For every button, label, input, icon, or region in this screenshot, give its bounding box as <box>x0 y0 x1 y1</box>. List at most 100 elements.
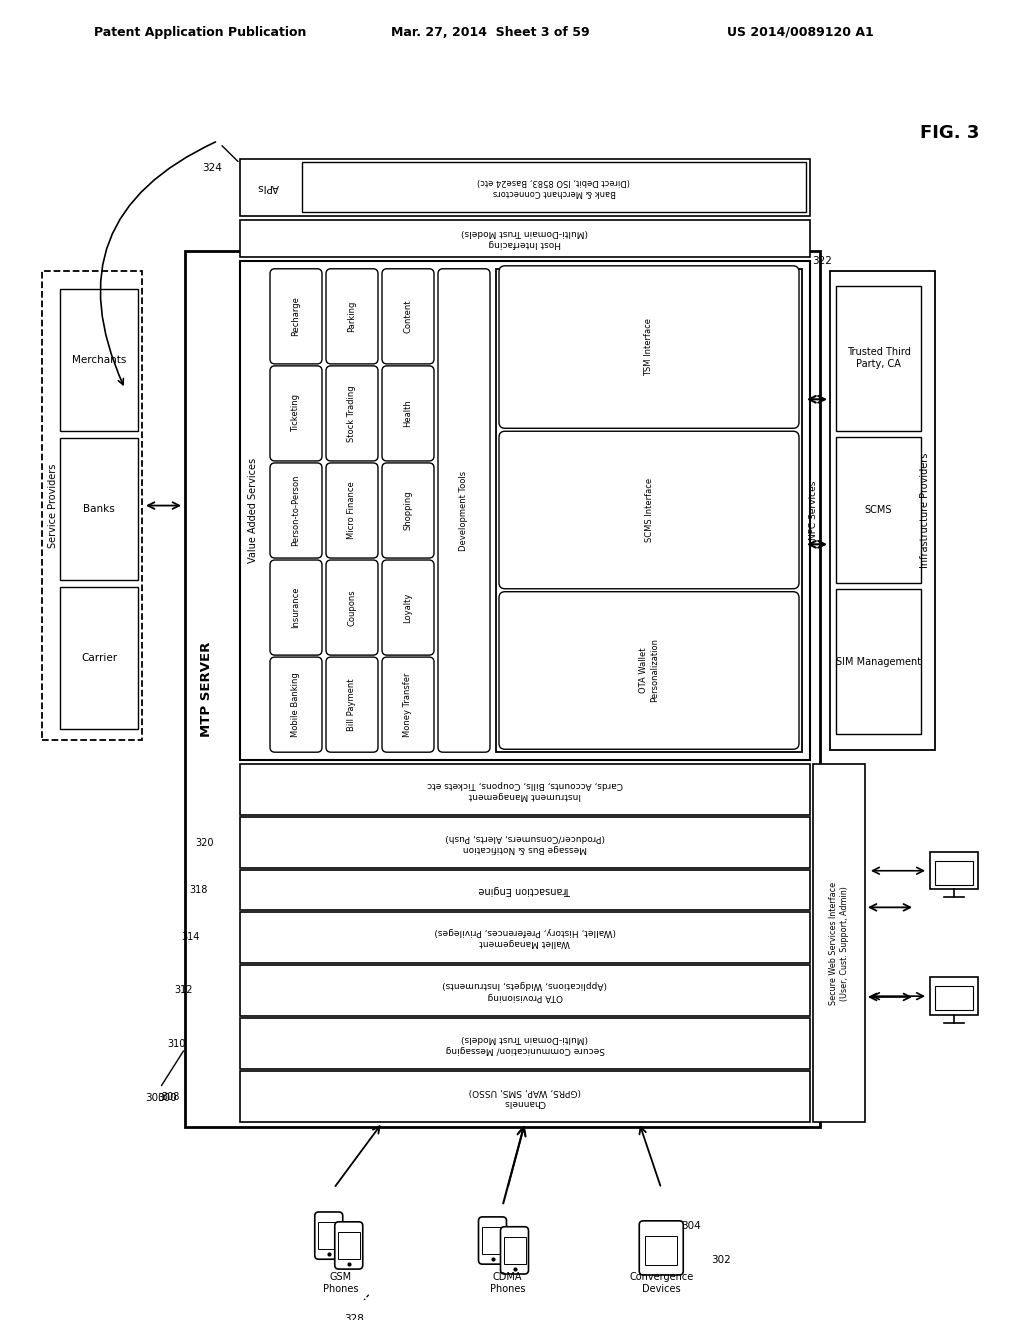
Text: CDMA
Phones: CDMA Phones <box>489 1271 525 1294</box>
Bar <box>240 764 810 816</box>
Text: 318: 318 <box>188 884 207 895</box>
Bar <box>60 587 138 729</box>
Text: Mobile Banking: Mobile Banking <box>292 672 300 737</box>
FancyBboxPatch shape <box>326 560 378 655</box>
Text: Wallet Management
(Wallet, History, Preferences, Privileges): Wallet Management (Wallet, History, Pref… <box>434 927 615 948</box>
Bar <box>813 764 865 1122</box>
Text: Recharge: Recharge <box>292 297 300 337</box>
Text: 322: 322 <box>812 256 831 265</box>
Text: Host Interfacing
(Multi-Domain Trust Models): Host Interfacing (Multi-Domain Trust Mod… <box>462 228 589 248</box>
Text: Convergence
Devices: Convergence Devices <box>629 1271 693 1294</box>
Text: Content: Content <box>403 300 413 333</box>
Bar <box>338 1232 359 1259</box>
Bar <box>240 1072 810 1122</box>
Bar <box>240 219 810 257</box>
Bar <box>240 817 810 869</box>
Text: Secure Communication/ Messaging
(Multi-Domain Trust Models): Secure Communication/ Messaging (Multi-D… <box>445 1034 605 1053</box>
Text: Secure Web Services Interface
(User, Cust. Support, Admin): Secure Web Services Interface (User, Cus… <box>829 882 849 1005</box>
Text: 300: 300 <box>158 1093 177 1102</box>
Bar <box>645 1236 677 1265</box>
Text: Transaction Engine: Transaction Engine <box>478 884 571 895</box>
FancyBboxPatch shape <box>270 560 322 655</box>
Bar <box>42 271 142 741</box>
Bar <box>504 1237 525 1265</box>
FancyBboxPatch shape <box>326 657 378 752</box>
Text: 320: 320 <box>196 838 214 847</box>
FancyBboxPatch shape <box>382 269 434 364</box>
Text: 328: 328 <box>344 1315 364 1320</box>
Bar <box>935 861 973 884</box>
Text: Coupons: Coupons <box>347 589 356 626</box>
FancyBboxPatch shape <box>326 463 378 558</box>
FancyBboxPatch shape <box>499 591 799 750</box>
Text: MTP SERVER: MTP SERVER <box>201 642 213 737</box>
Text: Infrastructure Providers: Infrastructure Providers <box>920 453 930 568</box>
FancyBboxPatch shape <box>326 269 378 364</box>
Text: 324: 324 <box>202 164 222 173</box>
Text: OTA Wallet
Personalization: OTA Wallet Personalization <box>639 639 659 702</box>
Bar <box>836 590 921 734</box>
Text: Person-to-Person: Person-to-Person <box>292 475 300 546</box>
FancyBboxPatch shape <box>382 366 434 461</box>
Text: Shopping: Shopping <box>403 491 413 531</box>
Text: SCMS: SCMS <box>864 506 892 515</box>
Text: Message Bus & Notification
(Producer/Consumers, Alerts, Push): Message Bus & Notification (Producer/Con… <box>445 833 605 853</box>
Bar <box>830 271 935 750</box>
Bar <box>240 261 810 760</box>
FancyBboxPatch shape <box>270 657 322 752</box>
Bar <box>302 162 806 211</box>
Bar <box>836 285 921 430</box>
Bar <box>240 1018 810 1069</box>
FancyBboxPatch shape <box>314 1212 343 1259</box>
Text: APIs: APIs <box>257 182 279 193</box>
Bar <box>60 438 138 579</box>
Bar <box>240 870 810 909</box>
Text: SCMS Interface: SCMS Interface <box>644 478 653 543</box>
Text: GSM
Phones: GSM Phones <box>323 1271 358 1294</box>
Bar <box>836 437 921 582</box>
Text: Stock Trading: Stock Trading <box>347 385 356 442</box>
FancyBboxPatch shape <box>270 269 322 364</box>
Text: Bill Payment: Bill Payment <box>347 678 356 731</box>
Text: Patent Application Publication: Patent Application Publication <box>94 26 306 40</box>
Text: SIM Management: SIM Management <box>836 657 921 667</box>
FancyBboxPatch shape <box>335 1222 362 1269</box>
FancyBboxPatch shape <box>382 657 434 752</box>
Text: Value Added Services: Value Added Services <box>248 458 258 564</box>
Text: Service Providers: Service Providers <box>48 463 58 548</box>
Text: Instrument Management
Cards, Accounts, Bills, Coupons, Tickets etc: Instrument Management Cards, Accounts, B… <box>427 780 623 800</box>
Text: Channels
(GPRS, WAP, SMS, USSO): Channels (GPRS, WAP, SMS, USSO) <box>469 1086 582 1107</box>
Text: Bank & Merchant Connectors
(Direct Debit, ISO 8583, Base24 etc): Bank & Merchant Connectors (Direct Debit… <box>477 177 631 197</box>
Text: NFC Services: NFC Services <box>810 480 818 540</box>
Text: 314: 314 <box>182 932 200 942</box>
FancyBboxPatch shape <box>499 265 799 428</box>
Bar <box>481 1226 504 1254</box>
Text: 312: 312 <box>175 986 194 995</box>
FancyBboxPatch shape <box>478 1217 507 1265</box>
Bar <box>930 851 978 890</box>
Bar <box>240 912 810 962</box>
FancyBboxPatch shape <box>270 463 322 558</box>
Bar <box>496 269 802 752</box>
Text: TSM Interface: TSM Interface <box>644 318 653 376</box>
Text: 300: 300 <box>145 1093 165 1102</box>
FancyBboxPatch shape <box>382 560 434 655</box>
Text: Merchants: Merchants <box>72 355 126 366</box>
Bar <box>930 977 978 1015</box>
Text: Health: Health <box>403 400 413 428</box>
Text: Parking: Parking <box>347 301 356 333</box>
Text: Money Transfer: Money Transfer <box>403 672 413 737</box>
Text: Micro Finance: Micro Finance <box>347 482 356 540</box>
Text: Ticketing: Ticketing <box>292 395 300 433</box>
Text: Insurance: Insurance <box>292 587 300 628</box>
Bar <box>240 965 810 1016</box>
Bar <box>317 1222 340 1250</box>
Bar <box>240 158 810 215</box>
FancyBboxPatch shape <box>501 1226 528 1274</box>
Text: Development Tools: Development Tools <box>460 470 469 550</box>
FancyBboxPatch shape <box>270 366 322 461</box>
Bar <box>60 289 138 432</box>
Text: 308: 308 <box>161 1092 179 1102</box>
Text: US 2014/0089120 A1: US 2014/0089120 A1 <box>727 26 873 40</box>
Text: OTA Provisioning
(Applications, Widgets, Instruments): OTA Provisioning (Applications, Widgets,… <box>442 981 607 1001</box>
